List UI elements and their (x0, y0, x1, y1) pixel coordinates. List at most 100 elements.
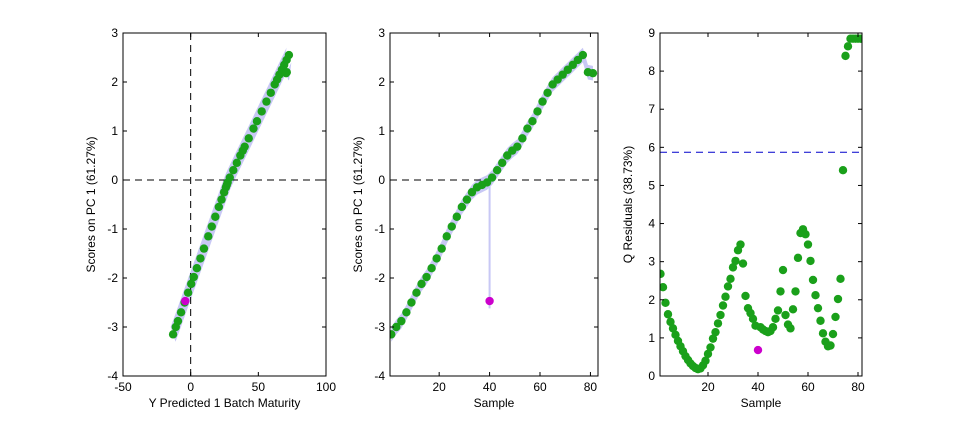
highlighted-point (181, 296, 190, 306)
data-point (392, 322, 401, 332)
y-tick-label: 7 (648, 102, 655, 116)
data-point (244, 134, 253, 143)
data-point (457, 202, 467, 212)
data-point (588, 68, 598, 78)
x-tick-label: 50 (252, 380, 266, 394)
y-axis-label: Scores on PC 1 (61.27%) (84, 136, 98, 272)
axes-frame (122, 32, 327, 377)
data-point (786, 324, 795, 333)
x-tick-label: 60 (533, 380, 547, 394)
data-point (452, 212, 462, 221)
data-point (214, 202, 224, 212)
data-point (721, 292, 730, 301)
data-point (738, 259, 748, 268)
y-tick-label: 2 (648, 293, 655, 307)
data-point (816, 316, 825, 325)
y-tick-label: 1 (111, 124, 118, 138)
data-point (836, 274, 845, 284)
data-point (828, 329, 838, 339)
y-tick-label: -3 (374, 320, 385, 334)
data-point (513, 142, 522, 151)
data-point (731, 256, 740, 266)
axes-frame (389, 32, 599, 377)
data-point (841, 51, 850, 61)
data-point (207, 222, 216, 231)
data-point (801, 230, 810, 239)
data-point (284, 50, 294, 60)
data-point (811, 291, 820, 300)
data-point (668, 324, 678, 333)
y-tick-label: 4 (648, 217, 655, 231)
data-point (818, 329, 828, 338)
y-axis-label: Q Residuals (38.73%) (621, 146, 635, 263)
data-point (768, 323, 778, 332)
data-point (806, 256, 815, 266)
data-point (397, 316, 406, 326)
data-point (706, 343, 715, 352)
data-point (723, 282, 733, 291)
data-point (726, 274, 735, 284)
data-point (192, 264, 202, 273)
x-tick-label: 40 (751, 380, 765, 394)
x-axis-label: Y Predicted 1 Batch Maturity (149, 396, 301, 410)
data-point (833, 294, 843, 304)
data-point (843, 42, 853, 51)
data-point (778, 265, 788, 275)
y-tick-label: 1 (378, 124, 385, 138)
data-point (716, 310, 725, 320)
data-point (196, 254, 205, 263)
data-point (497, 158, 507, 168)
data-point (432, 254, 441, 263)
plot-content (123, 33, 326, 376)
data-point (831, 312, 840, 322)
data-point (176, 308, 186, 317)
y-tick-label: 2 (378, 75, 385, 89)
data-point (718, 301, 728, 310)
data-point (168, 330, 178, 339)
highlighted-point (485, 296, 494, 306)
data-point (187, 279, 196, 289)
y-tick-label: 6 (648, 140, 655, 154)
data-point (492, 166, 502, 175)
data-point (788, 305, 798, 314)
y-tick-label: -1 (107, 222, 118, 236)
y-tick-label: -1 (374, 222, 385, 236)
data-point (487, 173, 497, 182)
data-point (390, 330, 396, 339)
data-point (447, 222, 456, 231)
y-tick-label: -2 (374, 271, 385, 285)
data-point (713, 319, 723, 328)
data-point (257, 107, 266, 116)
data-point (249, 124, 258, 133)
data-point (225, 173, 234, 182)
data-point (660, 269, 665, 279)
x-tick-label: 20 (701, 380, 715, 394)
data-point (217, 195, 226, 204)
data-point (199, 244, 209, 253)
data-point (711, 327, 720, 337)
data-point (528, 117, 537, 126)
x-tick-label: -50 (114, 380, 132, 394)
x-tick-label: 80 (851, 380, 865, 394)
x-axis-label: Sample (741, 396, 782, 410)
y-tick-label: -4 (374, 369, 385, 383)
data-point (660, 283, 668, 292)
y-tick-label: 9 (648, 26, 655, 40)
y-tick-label: 3 (111, 26, 118, 40)
data-point (252, 117, 262, 126)
data-point (663, 310, 673, 319)
x-axis-label: Sample (474, 396, 515, 410)
data-point (803, 240, 813, 249)
y-tick-label: 5 (648, 178, 655, 192)
data-point (407, 298, 416, 307)
x-tick-label: 60 (801, 380, 815, 394)
data-point (262, 97, 271, 106)
y-tick-label: -2 (107, 271, 118, 285)
data-point (771, 314, 780, 324)
data-point (211, 212, 220, 221)
data-point (204, 232, 213, 241)
data-point (708, 334, 718, 343)
data-point (533, 107, 542, 116)
data-point (462, 195, 472, 204)
data-point (173, 316, 183, 326)
